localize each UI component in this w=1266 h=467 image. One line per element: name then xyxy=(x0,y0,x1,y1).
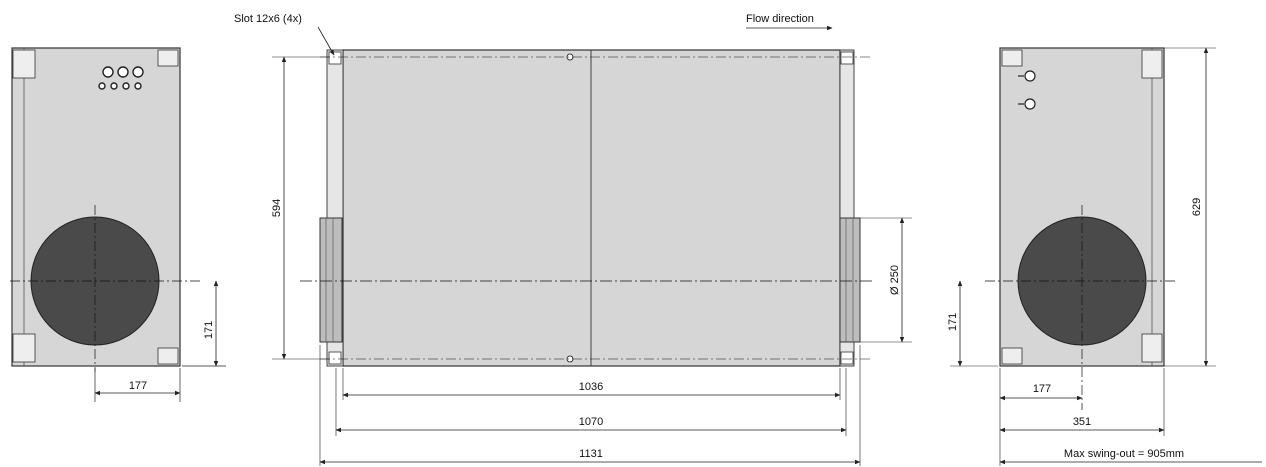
label-1070: 1070 xyxy=(579,416,603,428)
right-side-view: 629 171 177 351 Max swing-out = 905mm xyxy=(947,47,1262,466)
dimension-177-right: 177 xyxy=(999,383,1083,401)
label-swing-out: Max swing-out = 905mm xyxy=(1064,448,1184,460)
dimension-1036: 1036 xyxy=(342,381,841,398)
dimension-duct-diameter: Ø 250 xyxy=(860,217,912,343)
dimension-594: 594 xyxy=(271,56,330,360)
dimension-171-left: 171 xyxy=(182,280,226,367)
corner-bracket xyxy=(1001,49,1163,365)
connector-icons xyxy=(98,66,144,90)
label-171-right: 171 xyxy=(947,313,959,331)
duct-collar-right xyxy=(839,217,861,343)
dimension-1131: 1131 xyxy=(319,448,861,465)
corner-bracket xyxy=(12,49,179,365)
label-629: 629 xyxy=(1191,198,1203,216)
duct-collar-left xyxy=(319,217,343,343)
label-177-right: 177 xyxy=(1033,383,1051,395)
label-351: 351 xyxy=(1073,416,1091,428)
dimension-171-right: 171 xyxy=(947,280,998,367)
label-171-left: 171 xyxy=(203,321,215,339)
label-duct-diameter: Ø 250 xyxy=(889,265,901,295)
label-177-left: 177 xyxy=(129,380,147,392)
flow-direction-label: Flow direction xyxy=(746,13,814,25)
dimension-1070: 1070 xyxy=(335,416,847,433)
dimension-351: 351 xyxy=(999,416,1165,433)
label-1131: 1131 xyxy=(579,448,603,460)
left-side-view: 171 177 xyxy=(10,47,226,402)
dimension-629: 629 xyxy=(1164,47,1216,367)
unit-body xyxy=(342,49,841,367)
front-view: Slot 12x6 (4x) Flow direction 594 Ø 250 xyxy=(234,13,912,466)
slot-bracket xyxy=(328,51,854,365)
dimension-177-left: 177 xyxy=(94,368,181,402)
label-1036: 1036 xyxy=(579,381,603,393)
connector-icons xyxy=(1018,70,1036,110)
dimension-swing-out: Max swing-out = 905mm xyxy=(999,448,1262,465)
slot-label: Slot 12x6 (4x) xyxy=(234,13,302,25)
label-594: 594 xyxy=(271,199,283,217)
